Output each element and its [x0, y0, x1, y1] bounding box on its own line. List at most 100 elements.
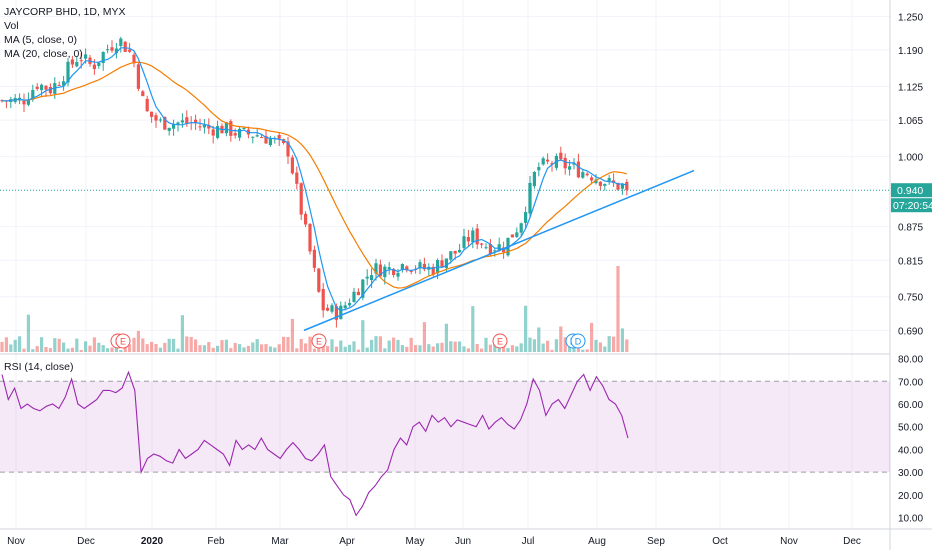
volume-bar	[519, 343, 523, 352]
volume-bar	[400, 345, 404, 352]
candle-body	[66, 61, 70, 83]
candle-body	[154, 115, 158, 121]
volume-bar	[106, 348, 110, 352]
volume-bar	[70, 347, 74, 352]
earnings-marker-circle	[492, 333, 508, 349]
symbol-title[interactable]: JAYCORP BHD, 1D, MYX	[4, 6, 126, 18]
volume-bar	[312, 348, 316, 352]
volume-bar	[603, 346, 607, 352]
trendline[interactable]	[303, 169, 695, 332]
main-legend[interactable]: JAYCORP BHD, 1D, MYX Vol MA (5, close, 0…	[4, 5, 126, 61]
vol-legend[interactable]: Vol	[4, 20, 19, 32]
candle-body	[110, 47, 114, 51]
earnings-marker[interactable]: E	[492, 333, 508, 349]
ma5-legend[interactable]: MA (5, close, 0)	[4, 34, 77, 46]
candle-body	[532, 172, 536, 187]
candle-body	[576, 161, 580, 178]
rsi-tick-label: 80.00	[898, 355, 923, 366]
volume-bar	[607, 336, 611, 352]
volume-bar	[422, 322, 426, 352]
candle-body	[22, 100, 26, 105]
volume-bar	[471, 306, 475, 352]
volume-bar	[436, 343, 440, 352]
candle-body	[418, 262, 422, 269]
event-markers[interactable]: EEEEDD	[110, 333, 586, 349]
candle-body	[216, 126, 220, 138]
rsi-title[interactable]: RSI (14, close)	[4, 361, 74, 373]
earnings-marker[interactable]: E	[311, 333, 327, 349]
price-tick-label: 1.000	[898, 153, 923, 164]
volume-bar	[427, 344, 431, 352]
candle-body	[141, 91, 145, 97]
time-label-jun: Jun	[455, 536, 471, 547]
candle-body	[449, 251, 453, 260]
rsi-axis[interactable]: 80.00 70.00 60.00 50.00 40.00 30.00 20.00 10.00	[898, 355, 923, 525]
volume-bar	[57, 338, 61, 352]
candle-body	[330, 305, 334, 312]
volume-bar	[128, 344, 132, 352]
candle-body	[343, 305, 347, 309]
candle-body	[462, 236, 466, 248]
volume-bar	[510, 345, 514, 352]
candle-body	[616, 182, 620, 190]
candle-body	[128, 49, 132, 52]
volume-bar	[35, 346, 39, 352]
volume-bar	[255, 339, 259, 352]
price-axis[interactable]: 1.250 1.190 1.125 1.065 1.000 0.875 0.815 0.750…	[898, 12, 923, 337]
volume-bar	[44, 347, 48, 352]
candle-body	[515, 232, 519, 237]
candle-body	[493, 250, 497, 252]
volume-bar	[31, 349, 35, 352]
candle-body	[260, 137, 264, 139]
time-label-feb: Feb	[207, 536, 225, 547]
volume-bar	[114, 346, 118, 352]
volume-bar	[409, 337, 413, 352]
price-tick-label: 1.250	[898, 12, 923, 23]
volume-bars	[0, 266, 629, 352]
candle-body	[326, 307, 330, 311]
candle-body	[308, 223, 312, 252]
candle-body	[97, 62, 101, 66]
volume-bar	[546, 340, 550, 352]
candle-body	[48, 87, 52, 94]
candle-body	[453, 250, 457, 254]
volume-bar	[92, 337, 96, 352]
volume-bar	[40, 337, 44, 352]
volume-bar	[211, 347, 215, 352]
volume-bar	[299, 338, 303, 352]
earnings-marker-circle	[311, 333, 327, 349]
candle-body	[409, 270, 413, 272]
candle-body	[101, 52, 105, 64]
last-price-tag: 0.940 07:20:54	[891, 183, 932, 213]
dividend-marker[interactable]: D	[570, 333, 586, 349]
volume-bar	[625, 339, 629, 352]
ma5-line	[1, 47, 627, 312]
candle-body	[356, 291, 360, 296]
candle-body	[0, 100, 4, 102]
candle-body	[546, 159, 550, 162]
volume-bar	[189, 336, 193, 352]
candle-body	[180, 120, 184, 123]
candle-body	[480, 243, 484, 245]
rsi-legend[interactable]: RSI (14, close)	[4, 360, 73, 374]
candle-body	[31, 90, 35, 100]
volume-bar	[84, 341, 88, 352]
candle-body	[268, 138, 272, 145]
candle-body	[92, 64, 96, 70]
volume-bar	[66, 348, 70, 352]
time-axis[interactable]: Nov Dec 2020 Feb Mar Apr May Jun Jul Aug Sep Oct Nov…	[7, 536, 861, 547]
volume-bar	[216, 345, 220, 352]
volume-bar	[176, 348, 180, 352]
volume-bar	[594, 339, 598, 352]
volume-bar	[563, 337, 567, 352]
time-label-oct: Oct	[712, 536, 728, 547]
ma20-legend[interactable]: MA (20, close, 0)	[4, 48, 83, 60]
earnings-marker[interactable]: E	[115, 333, 131, 349]
volume-bar	[383, 348, 387, 352]
candle-body	[304, 213, 308, 225]
volume-bar	[295, 348, 299, 352]
volume-bar	[202, 345, 206, 352]
volume-bar	[242, 347, 246, 352]
